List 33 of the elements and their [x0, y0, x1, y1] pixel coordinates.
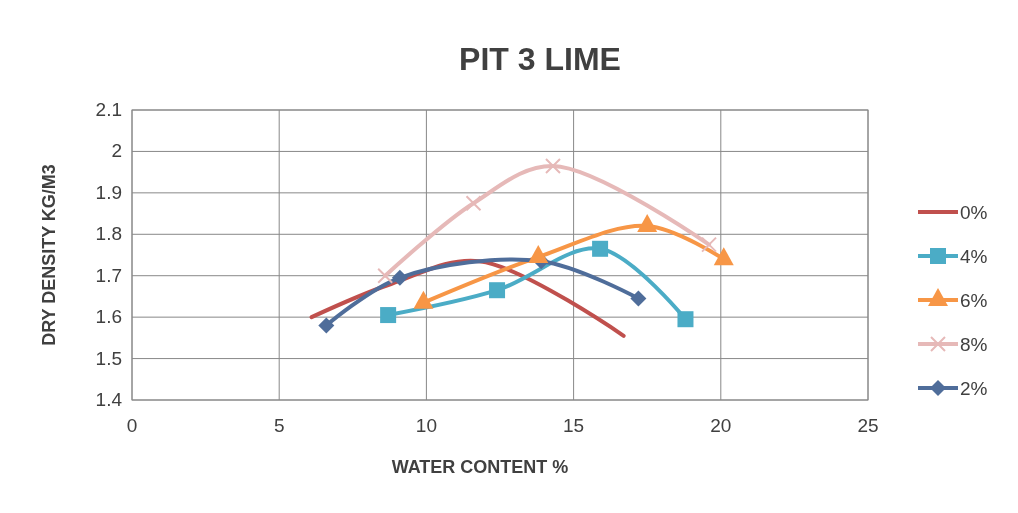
x-tick-label: 5 [273, 415, 285, 436]
y-tick-label: 1.6 [95, 306, 122, 328]
point [592, 240, 609, 257]
point [380, 307, 397, 324]
y-tick-label: 2 [111, 140, 122, 162]
legend-label: 0% [960, 202, 988, 223]
y-tick-label: 1.4 [95, 389, 123, 410]
point [544, 157, 561, 174]
y-tick-label: 1.8 [95, 223, 122, 245]
point [701, 236, 718, 253]
y-tick-label: 2.1 [95, 99, 122, 120]
legend-label: 6% [960, 290, 988, 311]
x-tick-label: 0 [126, 415, 138, 436]
point [465, 195, 482, 212]
y-tick-label: 1.9 [95, 181, 122, 203]
legend-label: 2% [960, 378, 988, 399]
point [489, 282, 506, 299]
x-axis-title: WATER CONTENT % [391, 457, 569, 477]
point [677, 311, 694, 328]
y-tick-label: 1.7 [95, 264, 122, 286]
point [630, 290, 647, 307]
point [318, 317, 335, 334]
point [377, 267, 394, 284]
x-tick-label: 10 [415, 415, 437, 436]
y-axis-title: DRY DENSITY KG/M3 [39, 164, 59, 346]
point [391, 269, 408, 286]
legend-label: 4% [960, 246, 988, 267]
legend-label: 8% [960, 334, 988, 355]
x-tick-label: 20 [710, 415, 732, 436]
x-tick-label: 25 [857, 415, 879, 436]
x-tick-label: 15 [563, 415, 585, 436]
y-tick-label: 1.5 [95, 347, 122, 369]
chart-title: PIT 3 LIME [459, 41, 621, 77]
